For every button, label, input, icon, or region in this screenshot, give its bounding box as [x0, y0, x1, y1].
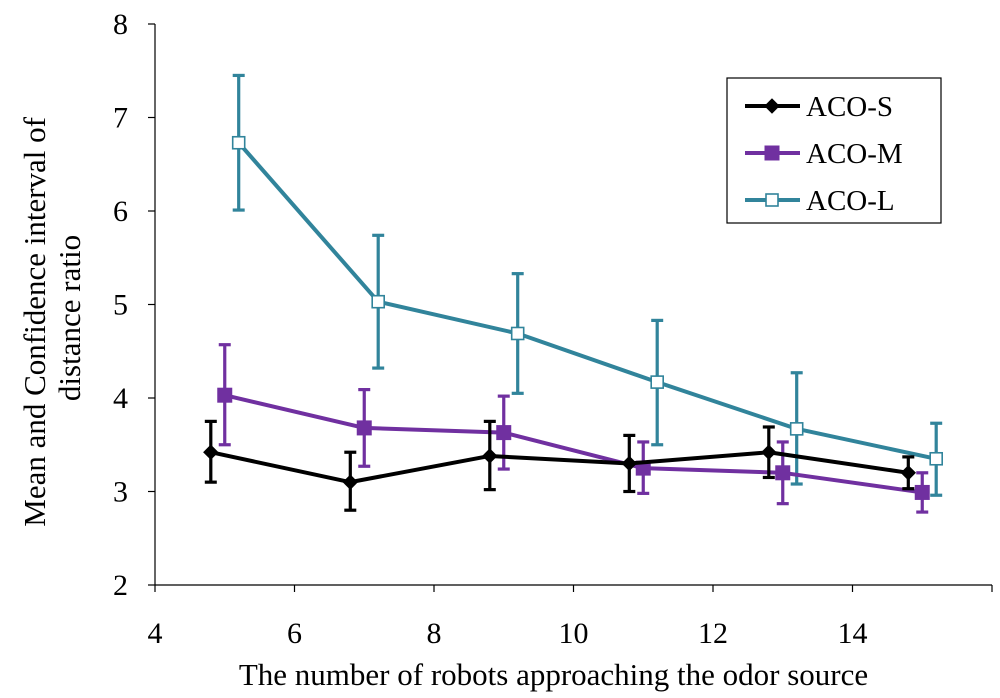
- data-point-marker: [356, 420, 372, 436]
- x-tick-label: 4: [148, 617, 163, 650]
- data-point-marker: [761, 444, 777, 460]
- data-point-marker: [231, 135, 246, 150]
- series-aco-l: [231, 73, 944, 497]
- x-tick-label: 8: [427, 617, 442, 650]
- data-point-marker: [764, 145, 780, 161]
- x-axis-title: The number of robots approaching the odo…: [239, 657, 868, 692]
- x-tick-label: 14: [838, 617, 868, 650]
- series-line: [224, 393, 923, 495]
- data-point-marker: [929, 451, 944, 466]
- y-tick-label: 2: [113, 569, 128, 602]
- data-point-marker: [203, 444, 219, 460]
- data-point-marker: [371, 294, 386, 309]
- y-tick-label: 3: [113, 476, 128, 509]
- legend: ACO-S ACO-M ACO-L: [726, 77, 942, 224]
- data-point-marker: [650, 375, 665, 389]
- data-point-marker: [765, 193, 779, 207]
- series-line: [210, 450, 909, 485]
- y-tick-label: 8: [113, 8, 128, 41]
- axes: 2 3 4 5 6 7 8 4 6 8 10 12 14: [113, 8, 993, 650]
- legend-label: ACO-M: [806, 138, 903, 170]
- data-point-marker: [342, 474, 359, 490]
- data-point-marker: [217, 387, 233, 403]
- data-point-marker: [789, 422, 804, 436]
- legend-label: ACO-L: [806, 185, 895, 217]
- series-line: [237, 141, 937, 461]
- data-point-marker: [900, 465, 917, 481]
- x-tick-label: 10: [559, 617, 589, 650]
- y-axis-title-line-2: distance ratio: [52, 235, 87, 401]
- series-aco-s: [203, 419, 917, 512]
- data-point-marker: [621, 455, 638, 472]
- y-tick-label: 6: [113, 195, 128, 228]
- y-axis-title: Mean and Confidence interval of distance…: [17, 109, 87, 527]
- x-tick-label: 12: [698, 617, 728, 650]
- y-tick-label: 7: [113, 102, 128, 135]
- y-axis-title-line-1: Mean and Confidence interval of: [17, 116, 52, 526]
- data-point-marker: [510, 326, 525, 341]
- data-point-marker: [914, 484, 930, 500]
- x-tick-label: 6: [287, 617, 302, 650]
- series-layer: [203, 73, 944, 514]
- data-point-marker: [775, 465, 791, 481]
- y-tick-label: 4: [113, 382, 128, 415]
- series-aco-m: [217, 343, 930, 514]
- y-tick-label: 5: [113, 289, 128, 322]
- data-point-marker: [764, 98, 780, 114]
- data-point-marker: [496, 425, 512, 441]
- data-point-marker: [482, 448, 498, 464]
- legend-label: ACO-S: [806, 91, 893, 123]
